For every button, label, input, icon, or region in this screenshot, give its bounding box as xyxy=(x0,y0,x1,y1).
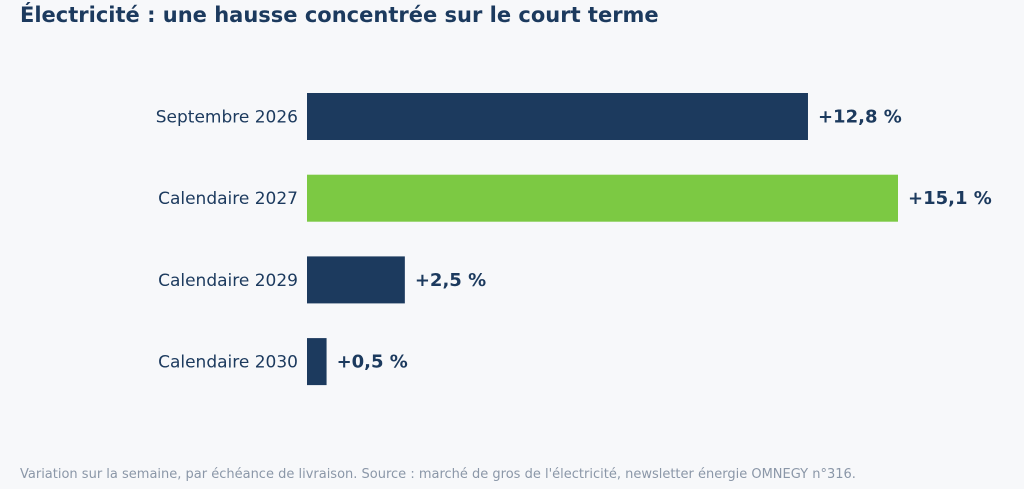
category-label-1: Calendaire 2027 xyxy=(158,189,298,209)
category-label-2: Calendaire 2029 xyxy=(158,271,298,291)
value-label-1: +15,1 % xyxy=(908,188,992,209)
bar-2 xyxy=(307,256,405,304)
bar-1 xyxy=(307,174,898,222)
chart-title: Électricité : une hausse concentrée sur … xyxy=(20,3,659,27)
value-label-2: +2,5 % xyxy=(415,270,486,291)
category-label-3: Calendaire 2030 xyxy=(158,353,298,373)
bar-0 xyxy=(307,93,808,140)
chart-caption: Variation sur la semaine, par échéance d… xyxy=(20,467,856,482)
value-label-3: +0,5 % xyxy=(337,352,408,373)
category-label-0: Septembre 2026 xyxy=(156,108,298,128)
bar-3 xyxy=(307,338,327,386)
bars-group: Septembre 2026 +12,8 % Calendaire 2027 +15,… xyxy=(156,93,992,386)
value-label-0: +12,8 % xyxy=(818,107,902,128)
